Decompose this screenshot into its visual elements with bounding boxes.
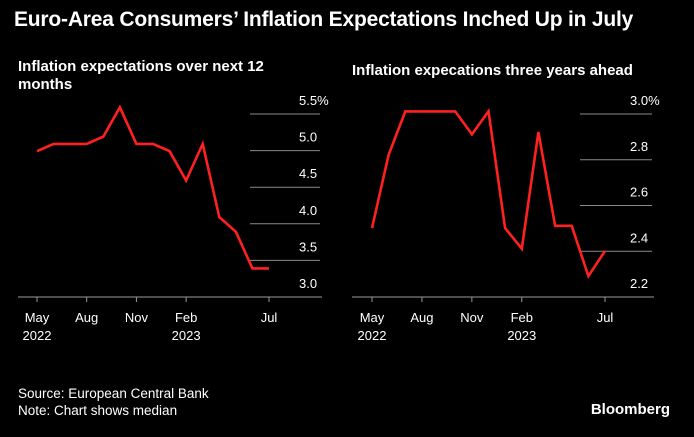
- chart-title: Euro-Area Consumers’ Inflation Expectati…: [14, 8, 634, 31]
- x-tick-year-label: 2022: [23, 328, 52, 343]
- source-note: Source: European Central Bank: [18, 386, 209, 401]
- x-tick-label: Aug: [75, 310, 98, 325]
- y-tick-label: 5.5%: [299, 93, 329, 108]
- right-chart-subtitle: Inflation expecations three years ahead: [352, 62, 633, 79]
- y-tick-label: 4.0: [299, 203, 317, 218]
- x-tick-label: Jul: [261, 310, 278, 325]
- y-tick-label: 3.0: [299, 276, 317, 291]
- bloomberg-logo: Bloomberg: [590, 401, 670, 418]
- y-tick-label: 3.5: [299, 239, 317, 254]
- x-tick-label: Feb: [175, 310, 197, 325]
- x-tick-label: May: [25, 310, 50, 325]
- footnote: Note: Chart shows median: [18, 403, 178, 418]
- series-line: [36, 104, 269, 270]
- y-tick-label: 4.5: [299, 166, 317, 181]
- y-tick-label: 5.0: [299, 130, 317, 145]
- x-tick-year-label: 2023: [172, 328, 201, 343]
- x-tick-label: Nov: [125, 310, 149, 325]
- left-chart-subtitle: Inflation expectations over next 12 mont…: [18, 58, 264, 93]
